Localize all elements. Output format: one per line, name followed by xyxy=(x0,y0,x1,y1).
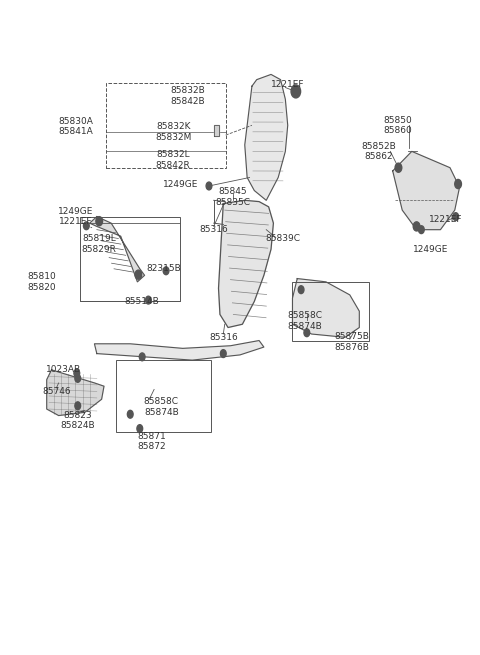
Circle shape xyxy=(145,296,151,304)
Circle shape xyxy=(453,213,458,221)
Polygon shape xyxy=(218,200,274,328)
Circle shape xyxy=(75,402,81,409)
Text: 85875B
85876B: 85875B 85876B xyxy=(335,332,370,352)
Text: 85871
85872: 85871 85872 xyxy=(137,432,166,451)
Text: 85839C: 85839C xyxy=(265,234,300,242)
Circle shape xyxy=(419,226,424,234)
Text: 1249GE: 1249GE xyxy=(163,179,198,189)
Circle shape xyxy=(75,375,81,383)
Circle shape xyxy=(163,267,169,274)
Circle shape xyxy=(304,329,310,337)
Text: 85746: 85746 xyxy=(42,387,71,396)
Circle shape xyxy=(291,85,300,98)
Circle shape xyxy=(206,182,212,190)
Text: 85830A
85841A: 85830A 85841A xyxy=(58,117,93,136)
Text: 1221EF: 1221EF xyxy=(429,215,462,225)
Text: 85823
85824B: 85823 85824B xyxy=(60,411,95,430)
Circle shape xyxy=(413,222,420,231)
Polygon shape xyxy=(393,151,459,230)
Polygon shape xyxy=(214,125,218,136)
Text: 85514B: 85514B xyxy=(125,297,159,306)
Text: 85832L
85842R: 85832L 85842R xyxy=(156,150,191,170)
Text: 85316: 85316 xyxy=(209,333,238,342)
Circle shape xyxy=(220,350,226,358)
Text: 82315B: 82315B xyxy=(146,265,181,273)
Polygon shape xyxy=(245,75,288,200)
Text: 85852B
85862: 85852B 85862 xyxy=(361,141,396,161)
Text: 85819L
85829R: 85819L 85829R xyxy=(82,234,117,253)
Text: 1249GE: 1249GE xyxy=(413,245,449,253)
Polygon shape xyxy=(292,278,360,337)
Polygon shape xyxy=(95,341,264,360)
Text: 85316: 85316 xyxy=(199,225,228,234)
Circle shape xyxy=(74,369,80,377)
Text: 85858C
85874B: 85858C 85874B xyxy=(287,311,322,331)
Text: 85858C
85874B: 85858C 85874B xyxy=(144,398,179,417)
Text: 1249GE
1221EF: 1249GE 1221EF xyxy=(58,207,93,227)
Text: 85832K
85832M: 85832K 85832M xyxy=(155,122,192,141)
Text: 85832B
85842B: 85832B 85842B xyxy=(170,86,205,105)
Text: 85810
85820: 85810 85820 xyxy=(27,272,56,291)
Circle shape xyxy=(298,286,304,293)
Text: 85850
85860: 85850 85860 xyxy=(383,116,412,135)
Circle shape xyxy=(455,179,461,189)
Polygon shape xyxy=(47,370,104,415)
Text: 1221EF: 1221EF xyxy=(271,81,304,89)
Circle shape xyxy=(84,222,89,230)
Circle shape xyxy=(137,424,143,432)
Circle shape xyxy=(127,410,133,418)
Text: 1023AB: 1023AB xyxy=(46,365,81,375)
Circle shape xyxy=(395,163,402,172)
Circle shape xyxy=(135,270,142,279)
Polygon shape xyxy=(90,217,144,282)
Circle shape xyxy=(96,217,103,226)
Text: 85845
85835C: 85845 85835C xyxy=(216,187,251,207)
Circle shape xyxy=(139,353,145,361)
